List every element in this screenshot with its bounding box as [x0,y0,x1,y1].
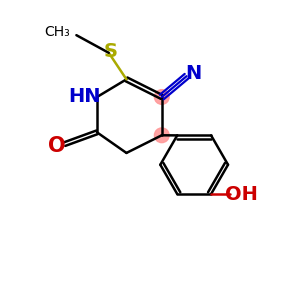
Text: S: S [103,42,117,61]
Circle shape [154,128,169,142]
Text: CH₃: CH₃ [44,25,70,39]
Text: O: O [48,136,65,156]
Circle shape [154,90,169,104]
Text: N: N [185,64,201,83]
Text: OH: OH [225,184,258,203]
Text: HN: HN [68,88,101,106]
